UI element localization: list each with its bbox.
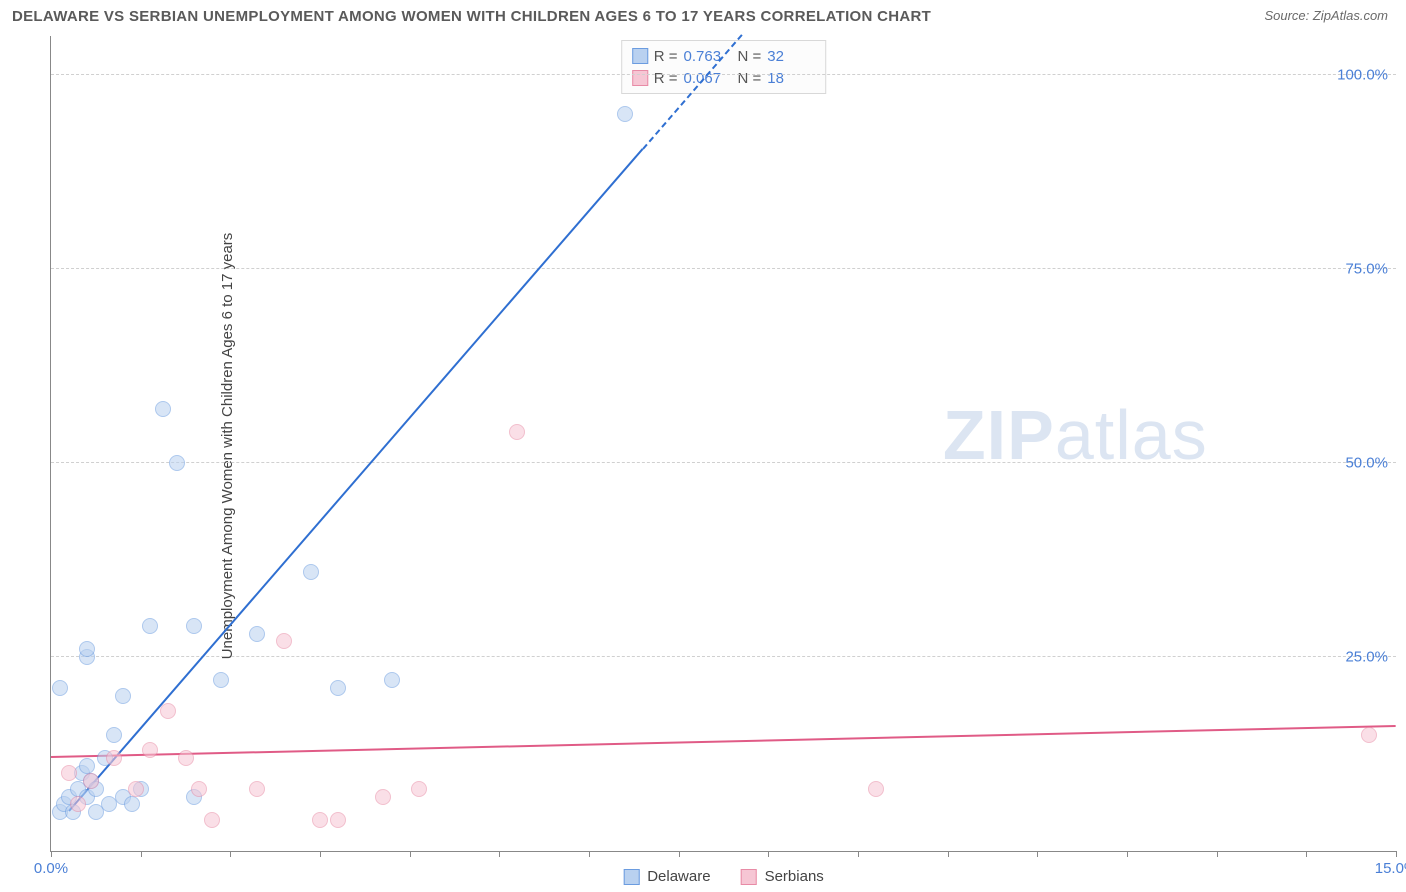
chart-title: DELAWARE VS SERBIAN UNEMPLOYMENT AMONG W… [0,0,1406,36]
x-tick [320,851,321,857]
data-point [330,812,346,828]
x-tick-label: 0.0% [34,860,68,877]
swatch-icon [623,869,639,885]
r-label: R = [654,70,678,87]
data-point [83,773,99,789]
legend-item-serbians: Serbians [741,868,824,885]
correlation-legend: R = 0.763 N = 32 R = 0.067 N = 18 [621,40,827,94]
x-tick [1037,851,1038,857]
data-point [160,703,176,719]
swatch-icon [741,869,757,885]
n-value: 18 [767,70,815,87]
x-tick [589,851,590,857]
data-point [169,455,185,471]
data-point [312,812,328,828]
data-point [70,796,86,812]
x-tick [948,851,949,857]
legend-item-delaware: Delaware [623,868,710,885]
n-label: N = [738,48,762,65]
data-point [142,618,158,634]
data-point [178,750,194,766]
y-tick-label: 100.0% [1337,66,1388,83]
x-tick [1306,851,1307,857]
n-value: 32 [767,48,815,65]
trend-line [51,725,1396,758]
data-point [142,742,158,758]
trend-line [68,148,643,812]
gridline [51,74,1396,75]
legend-label: Serbians [765,868,824,885]
x-tick [51,851,52,857]
data-point [868,781,884,797]
data-point [411,781,427,797]
data-point [61,765,77,781]
source-attribution: Source: ZipAtlas.com [1264,8,1388,23]
legend-label: Delaware [647,868,710,885]
y-tick-label: 50.0% [1345,454,1388,471]
data-point [249,781,265,797]
data-point [330,680,346,696]
data-point [128,781,144,797]
series-legend: Delaware Serbians [623,868,824,885]
data-point [124,796,140,812]
data-point [617,106,633,122]
gridline [51,268,1396,269]
gridline [51,656,1396,657]
data-point [106,727,122,743]
data-point [52,680,68,696]
x-tick [410,851,411,857]
x-tick [230,851,231,857]
data-point [303,564,319,580]
data-point [213,672,229,688]
data-point [509,424,525,440]
data-point [191,781,207,797]
data-point [1361,727,1377,743]
x-tick [768,851,769,857]
x-tick [679,851,680,857]
gridline [51,462,1396,463]
swatch-icon [632,70,648,86]
x-tick [141,851,142,857]
n-label: N = [738,70,762,87]
x-tick [858,851,859,857]
scatter-chart: ZIPatlas R = 0.763 N = 32 R = 0.067 N = … [50,36,1396,852]
data-point [186,618,202,634]
x-tick [1217,851,1218,857]
x-tick [499,851,500,857]
data-point [384,672,400,688]
y-tick-label: 75.0% [1345,260,1388,277]
x-tick-label: 15.0% [1375,860,1406,877]
swatch-icon [632,48,648,64]
data-point [375,789,391,805]
y-tick-label: 25.0% [1345,648,1388,665]
data-point [204,812,220,828]
data-point [249,626,265,642]
data-point [155,401,171,417]
data-point [115,688,131,704]
x-tick [1396,851,1397,857]
data-point [79,641,95,657]
data-point [276,633,292,649]
x-tick [1127,851,1128,857]
r-label: R = [654,48,678,65]
data-point [79,758,95,774]
data-point [106,750,122,766]
legend-row-serbians: R = 0.067 N = 18 [632,67,816,89]
